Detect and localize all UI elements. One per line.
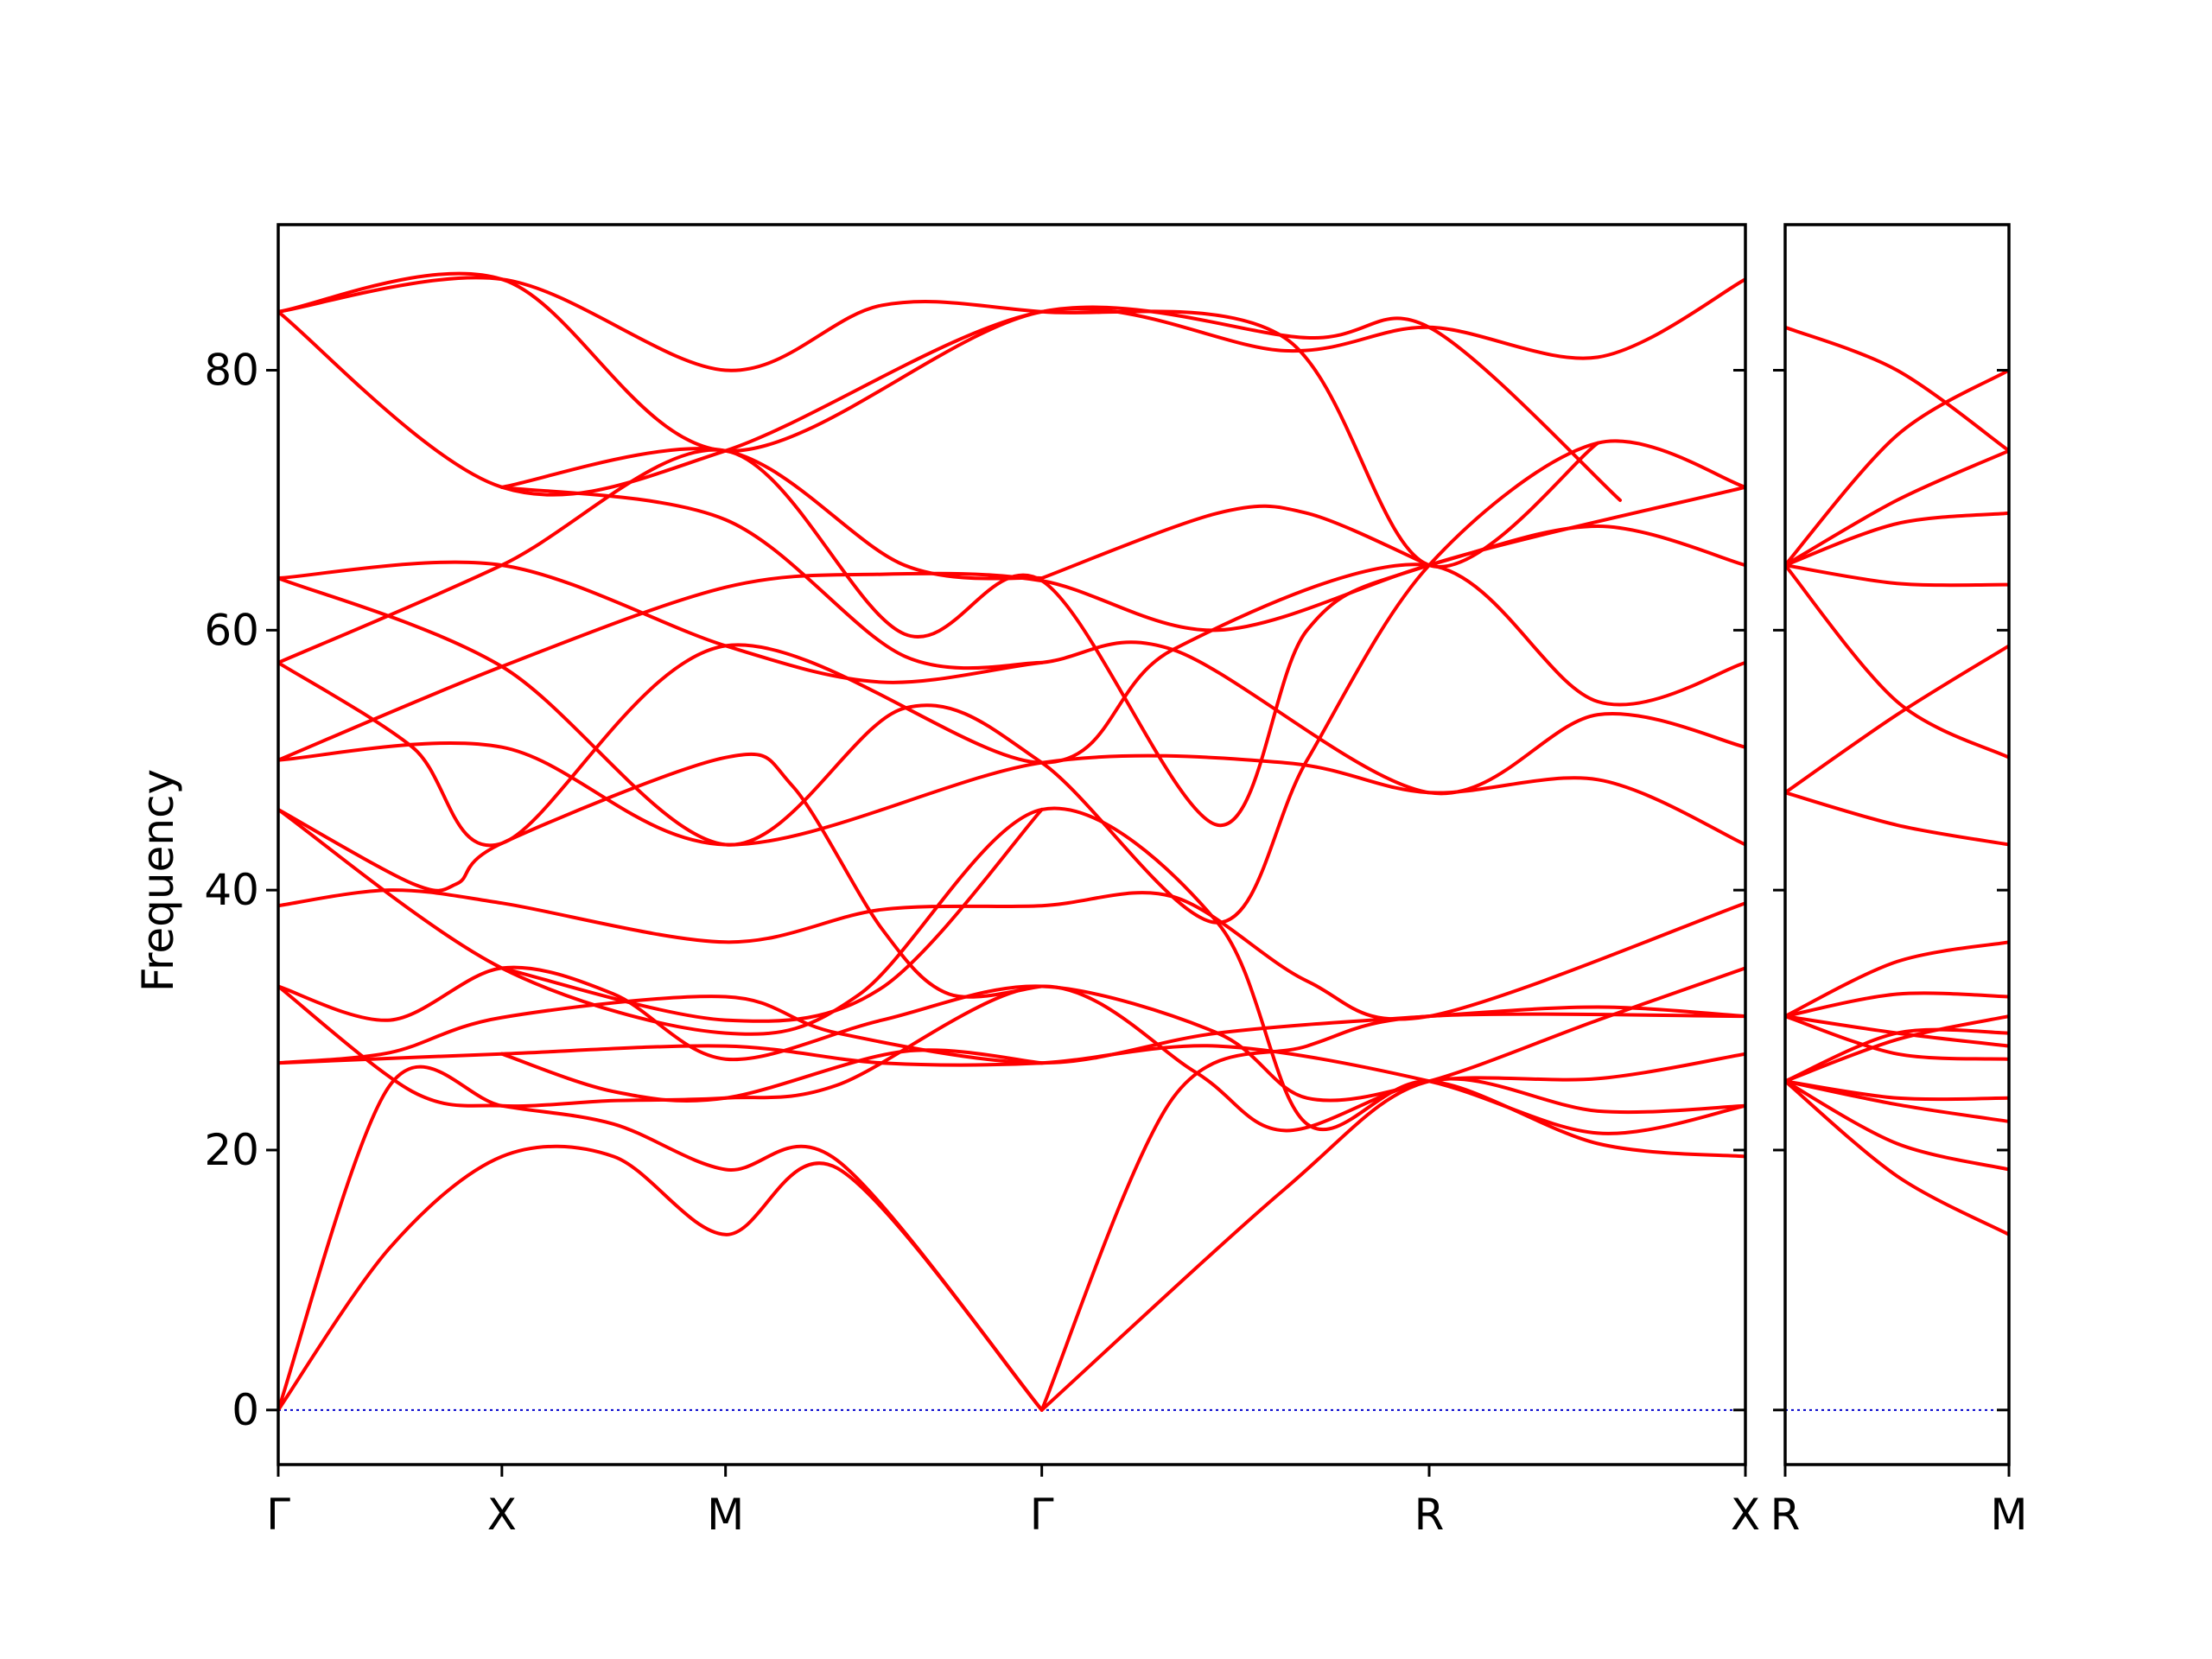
y-tick-label-3: 60 (204, 605, 259, 655)
band-line-main-23 (1039, 1012, 1745, 1412)
band-line-main-24 (1039, 1077, 1745, 1412)
x-tick-label-main-4: R (1414, 1490, 1445, 1540)
y-axis-label: Frequency (133, 769, 183, 992)
band-line-side-8 (1785, 791, 2009, 847)
band-line-main-21 (499, 1048, 1044, 1103)
side-bands (1785, 325, 2009, 1236)
band-line-side-16 (1785, 1079, 2009, 1123)
band-line-side-2 (1785, 368, 2009, 568)
band-line-main-18 (278, 271, 1622, 502)
side-plot-frame (1783, 223, 2011, 1466)
y-axis: 0 20 40 60 80 (204, 345, 259, 1434)
y-tick-label-2: 40 (204, 865, 259, 915)
x-tick-label-main-3: Γ (1030, 1490, 1054, 1540)
band-line-side-14 (1785, 1027, 2009, 1084)
main-plot-frame (276, 223, 1747, 1466)
x-tick-label-main-0: Γ (266, 1490, 290, 1540)
x-tick-label-main-5: X (1731, 1490, 1760, 1540)
band-line-main-13 (278, 448, 1745, 827)
band-line-main-1 (278, 1144, 1044, 1412)
band-line-main-20 (499, 485, 1044, 671)
band-line-main-25 (1039, 504, 1431, 581)
x-tick-label-main-1: X (487, 1490, 517, 1540)
main-bands (278, 271, 1745, 1412)
band-line-main-10 (278, 741, 1745, 847)
band-line-main-12 (278, 563, 1745, 848)
band-line-side-9 (1785, 940, 2009, 1019)
band-line-side-10 (1785, 991, 2009, 1019)
band-line-side-4 (1785, 511, 2009, 568)
x-tick-label-side-0: R (1770, 1490, 1801, 1540)
band-line-side-3 (1785, 448, 2009, 568)
band-line-side-1 (1785, 325, 2009, 453)
band-line-main-4 (278, 995, 1745, 1065)
band-line-side-17 (1785, 1079, 2009, 1172)
y-tick-label-4: 80 (204, 345, 259, 395)
band-line-side-12 (1785, 1014, 2009, 1061)
band-line-side-13 (1785, 1014, 2009, 1084)
x-tick-label-main-2: M (707, 1490, 744, 1540)
band-line-main-8 (278, 752, 1044, 999)
y-tick-label-0: 0 (232, 1385, 259, 1435)
x-tick-label-side-1: M (1990, 1490, 2027, 1540)
band-line-side-18 (1785, 1079, 2009, 1236)
band-line-side-5 (1785, 563, 2009, 588)
band-line-side-6 (1785, 563, 2009, 760)
band-line-main-2 (278, 1065, 1044, 1412)
band-line-main-17 (278, 276, 1600, 569)
y-tick-label-1: 20 (204, 1125, 259, 1175)
band-line-side-7 (1785, 644, 2009, 795)
band-line-main-22 (499, 807, 1044, 1023)
band-line-main-15 (278, 439, 1745, 925)
band-line-main-19 (499, 447, 1044, 581)
